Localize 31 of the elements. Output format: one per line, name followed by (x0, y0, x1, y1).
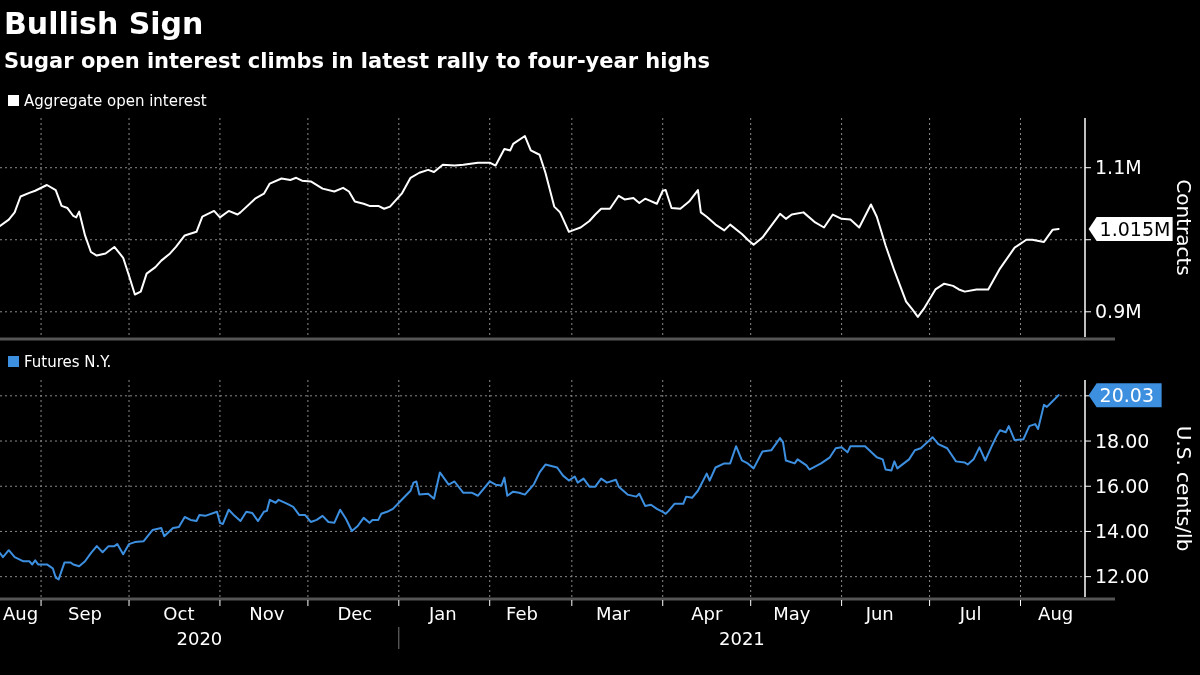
annotation: 20.03 (1099, 383, 1155, 406)
legend-label: Futures N.Y. (24, 353, 112, 372)
x-tick-label: Apr (691, 603, 723, 624)
x-tick-label: Dec (337, 603, 373, 624)
x-tick-label: Jan (427, 603, 457, 624)
y-tick-label: 12.00 (1095, 565, 1150, 588)
x-tick-label: Nov (249, 603, 285, 624)
x-tick-label: Oct (163, 603, 195, 624)
y-tick-label: 1.1M (1095, 156, 1142, 179)
y-tick-label: 16.00 (1095, 474, 1150, 497)
x-tick-label: Jul (958, 603, 982, 624)
y-axis-title: Contracts (1172, 179, 1196, 276)
text: 2020 (176, 628, 223, 649)
x-tick-label: Sep (68, 603, 103, 624)
annotation: 1.015M (1099, 217, 1171, 240)
chart-subtitle: Sugar open interest climbs in latest rally to four-year highs (4, 49, 711, 73)
x-tick-label: Aug (1038, 603, 1074, 624)
legend-label: Aggregate open interest (24, 92, 207, 111)
x-tick-label: Jun (864, 603, 894, 624)
x-tick-label: May (773, 603, 811, 624)
x-tick-label: Mar (595, 603, 631, 624)
y-tick-label: 18.00 (1095, 429, 1150, 452)
y-axis-title: U.S. cents/lb (1172, 425, 1196, 552)
line-series (0, 135, 1060, 318)
chart-title: Bullish Sign (4, 6, 204, 41)
x-tick-label: Feb (506, 603, 538, 624)
text: 2021 (719, 628, 765, 649)
y-tick-label: 0.9M (1095, 300, 1142, 323)
x-tick-label: Aug (2, 603, 39, 624)
line-series (0, 394, 1060, 581)
y-tick-label: 14.00 (1095, 520, 1150, 543)
